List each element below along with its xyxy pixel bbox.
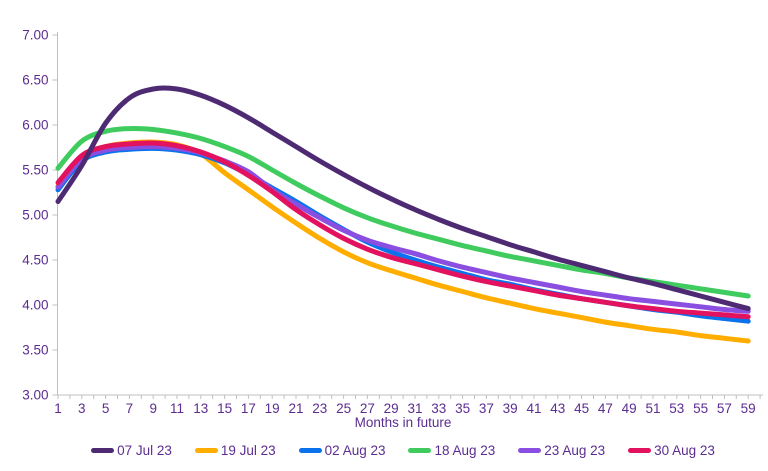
x-tick-label: 15 [217,401,232,416]
x-tick-label: 19 [265,401,280,416]
x-tick-label: 45 [574,401,589,416]
legend-swatch [628,447,652,453]
x-tick-label: 1 [54,401,62,416]
y-tick-label: 4.00 [22,298,48,313]
legend-item: 18 Aug 23 [408,443,495,458]
x-tick-label: 49 [622,401,637,416]
legend-label: 30 Aug 23 [654,442,715,458]
y-tick-label: 4.50 [22,253,48,268]
legend-label: 07 Jul 23 [117,442,172,458]
x-tick-label: 9 [149,401,157,416]
x-tick-label: 3 [78,401,86,416]
y-tick-label: 5.50 [22,163,48,178]
x-tick-label: 33 [431,401,446,416]
legend-label: 23 Aug 23 [544,442,606,458]
legend-swatch [194,447,218,453]
x-tick-label: 57 [717,401,732,416]
legend: 07 Jul 23 19 Jul 23 02 Aug 23 18 Aug 23 23 A… [57,438,749,462]
series-line-02-aug-23 [55,145,751,324]
x-tick-label: 25 [336,401,351,416]
y-tick-label: 7.00 [22,28,48,43]
x-tick-label: 41 [526,401,541,416]
legend-swatch [91,447,115,453]
legend-swatch [408,447,432,453]
x-tick-label: 55 [693,401,708,416]
legend-item: 02 Aug 23 [298,442,386,458]
legend-swatch [298,447,322,453]
x-tick-label: 29 [384,401,399,416]
y-tick-label: 5.00 [22,208,48,223]
x-tick-label: 31 [407,401,422,416]
series-line-30-aug-23 [55,140,751,320]
x-tick-label: 7 [126,401,134,416]
legend-item: 30 Aug 23 [628,443,715,458]
legend-item: 23 Aug 23 [518,443,605,458]
legend-item: 07 Jul 23 [91,443,172,458]
series-line-07-jul-23 [55,85,751,312]
legend-item: 19 Jul 23 [194,442,276,458]
y-tick-label: 6.50 [22,73,48,88]
y-tick-label: 6.00 [22,118,48,133]
x-tick-label: 47 [598,401,613,416]
x-tick-label: 11 [170,401,184,416]
x-tick-label: 59 [741,401,756,416]
x-axis-title: Months in future [354,415,452,430]
series-line-19-jul-23 [55,139,751,344]
x-tick-label: 43 [550,401,565,416]
x-tick-label: 27 [360,401,375,416]
x-tick-label: 35 [455,401,470,416]
y-tick-label: 3.50 [22,343,48,358]
legend-label: 19 Jul 23 [220,442,276,458]
x-tick-label: 17 [241,401,256,416]
x-tick-label: 23 [312,401,327,416]
x-tick-label: 51 [645,401,660,416]
x-tick-label: 21 [288,401,303,416]
series-line-18-aug-23 [55,126,751,299]
y-tick-label: 3.00 [22,388,48,403]
series-line-23-aug-23 [55,144,751,314]
x-tick-label: 39 [503,401,518,416]
x-tick-label: 13 [193,401,208,416]
legend-swatch [518,447,542,453]
x-tick-label: 37 [479,401,494,416]
legend-label: 18 Aug 23 [434,442,496,458]
x-tick-label: 5 [102,401,110,416]
legend-label: 02 Aug 23 [324,442,386,458]
x-tick-label: 53 [669,401,684,416]
